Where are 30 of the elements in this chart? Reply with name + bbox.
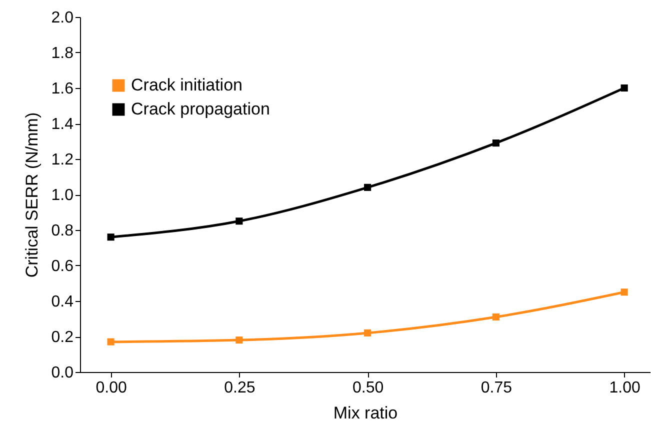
point	[492, 313, 500, 321]
y-tick-label: 0.4	[51, 294, 74, 310]
x-tick-label: 1.00	[609, 380, 640, 396]
y-tick-label: 2.0	[51, 10, 74, 26]
point	[620, 288, 628, 296]
x-tick-label: 0.00	[96, 380, 127, 396]
point	[236, 336, 243, 344]
y-tick-label: 1.2	[51, 152, 74, 168]
point	[107, 234, 114, 241]
y-tick-label: 0.8	[51, 222, 74, 240]
y-axis-title: Critical SERR (N/mm)	[22, 112, 42, 278]
point	[492, 139, 500, 147]
y-tick-label: 1.4	[51, 116, 74, 133]
y-tick-label: 1.0	[51, 187, 74, 204]
x-axis-title: Mix ratio	[333, 404, 398, 422]
point	[236, 218, 243, 225]
y-tick-label: 1.8	[51, 45, 74, 62]
point	[620, 84, 628, 92]
point	[364, 329, 372, 336]
y-tick-label: 1.6	[51, 80, 74, 98]
y-tick-label: 0.6	[51, 258, 74, 275]
x-tick-label: 0.50	[352, 380, 384, 396]
point	[364, 184, 372, 191]
y-tick-label: 0.0	[51, 364, 74, 382]
point	[107, 338, 114, 346]
legend-label: Crack initiation	[131, 76, 242, 94]
y-tick-label: 0.2	[51, 329, 74, 346]
x-tick-label: 0.75	[480, 380, 512, 396]
legend-label: Crack propagation	[131, 100, 270, 118]
x-tick-label: 0.25	[224, 380, 256, 396]
